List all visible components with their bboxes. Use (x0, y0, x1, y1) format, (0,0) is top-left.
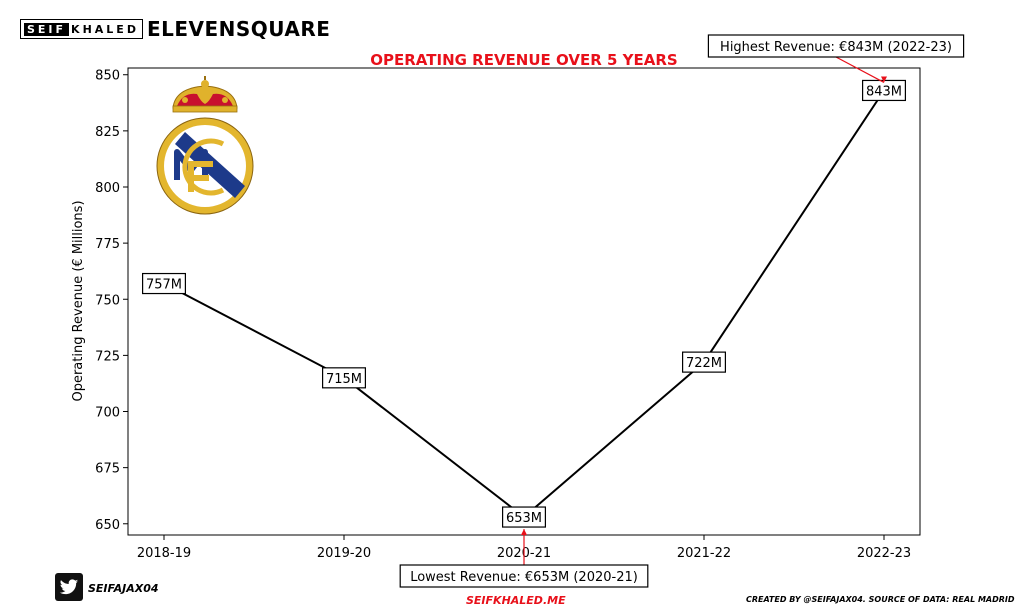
data-label: 757M (146, 278, 182, 293)
data-label-box (502, 506, 547, 528)
source-credit: CREATED BY @SEIFAJAX04. SOURCE OF DATA: … (746, 595, 1015, 604)
data-label-box (322, 367, 367, 389)
annotation-text: Lowest Revenue: €653M (2020-21) (410, 570, 638, 585)
data-label: 722M (686, 356, 722, 371)
data-label-box (142, 272, 187, 295)
x-tick-label: 2022-23 (857, 546, 911, 561)
data-label: 843M (866, 84, 902, 99)
y-tick-label: 775 (95, 237, 120, 252)
data-labels: 757M 715M 653M 722M 843M (142, 79, 906, 528)
khaled-text: KHALED (71, 22, 139, 36)
y-tick-label: 700 (95, 406, 120, 421)
y-tick-label: 850 (95, 69, 120, 84)
y-axis: 650 675 700 725 750 775 800 825 850 (95, 69, 128, 533)
x-tick-label: 2018-19 (137, 546, 191, 561)
annotation-arrowhead (521, 529, 527, 536)
data-label-box (681, 351, 726, 373)
annotation-arrow (835, 56, 885, 83)
annotation-text: Highest Revenue: €843M (2022-23) (720, 40, 952, 55)
y-tick-label: 750 (95, 293, 120, 308)
brand-logo: SEIF KHALED ELEVENSQUARE (20, 16, 330, 42)
website-link[interactable]: SEIFKHALED.ME (466, 594, 566, 607)
y-axis-label: Operating Revenue (€ Millions) (71, 200, 86, 401)
annotation-arrowhead (881, 76, 887, 83)
y-tick-label: 650 (95, 518, 120, 533)
real-madrid-crest-icon (156, 76, 254, 215)
y-tick-label: 825 (95, 125, 120, 140)
x-tick-label: 2021-22 (677, 546, 731, 561)
x-tick-label: 2019-20 (317, 546, 371, 561)
series-line (163, 89, 885, 519)
chart-title: OPERATING REVENUE OVER 5 YEARS (370, 51, 677, 69)
eleven-square-wordmark: ELEVENSQUARE (146, 17, 331, 41)
seif-khaled-wordmark: SEIF KHALED (20, 19, 143, 39)
annotation-box (399, 564, 649, 588)
annotations: Highest Revenue: €843M (2022-23) Lowest R… (399, 34, 965, 588)
y-tick-label: 800 (95, 181, 120, 196)
twitter-handle: SEIFAJAX04 (88, 582, 159, 595)
y-tick-label: 725 (95, 349, 120, 364)
seif-text: SEIF (24, 22, 70, 36)
twitter-icon (55, 573, 83, 601)
annotation-box (707, 34, 965, 58)
y-tick-label: 675 (95, 462, 120, 477)
data-label: 653M (506, 511, 542, 526)
data-label: 715M (326, 372, 362, 387)
plot-area-frame (127, 67, 921, 536)
